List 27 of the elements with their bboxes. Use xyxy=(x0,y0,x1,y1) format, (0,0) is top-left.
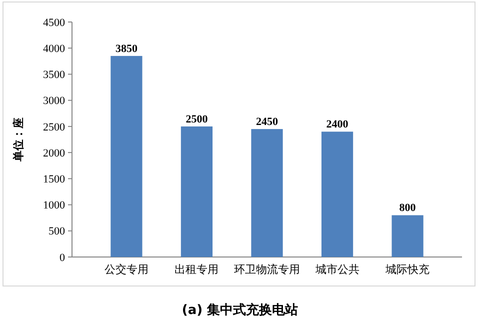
data-label: 2500 xyxy=(186,113,208,126)
text: (a) 集中式充换电站 xyxy=(182,302,298,318)
data-label: 2450 xyxy=(256,116,278,128)
bar xyxy=(392,215,424,257)
data-label: 800 xyxy=(399,202,416,214)
bar xyxy=(251,129,283,257)
y-tick-label: 1500 xyxy=(43,174,66,186)
y-axis-title: 单位：座 xyxy=(12,118,25,162)
y-tick-label: 4500 xyxy=(43,16,66,29)
y-tick-label: 500 xyxy=(48,226,66,238)
bar xyxy=(180,126,213,257)
bar xyxy=(321,132,354,257)
x-tick-label: 城际快充 xyxy=(384,263,430,276)
y-tick-label: 3000 xyxy=(43,95,66,108)
y-tick-label: 1000 xyxy=(43,200,66,212)
y-tick-label: 3500 xyxy=(43,69,66,82)
y-tick-label: 0 xyxy=(60,252,66,264)
x-tick-label: 出租专用 xyxy=(174,263,219,276)
data-label: 3850 xyxy=(115,42,138,55)
x-tick-label: 环卫物流专用 xyxy=(234,263,300,276)
y-tick-label: 4000 xyxy=(43,42,66,55)
y-tick-label: 2500 xyxy=(43,121,66,134)
x-tick-label: 公交专用 xyxy=(104,263,148,276)
bar xyxy=(110,56,142,257)
data-label: 2400 xyxy=(326,118,349,131)
y-tick-label: 2000 xyxy=(43,147,66,160)
x-tick-label: 城市公共 xyxy=(314,263,360,276)
